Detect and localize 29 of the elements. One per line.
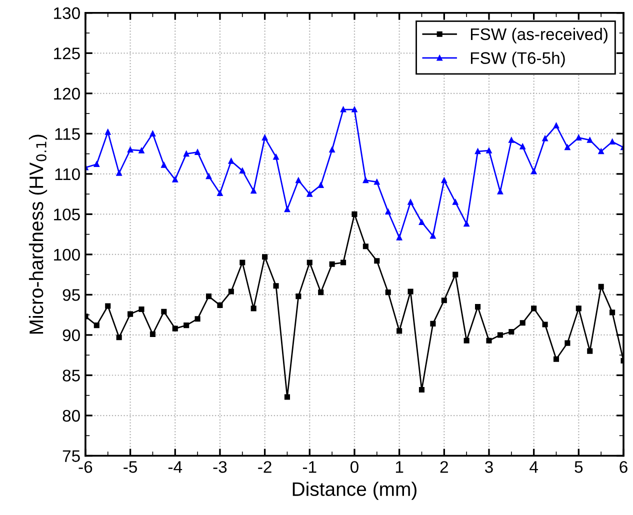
y-tick-label: 125 (54, 48, 80, 60)
x-tick-label: 6 (620, 461, 628, 473)
y-tick-label: 100 (54, 248, 80, 261)
y-tick-label: 110 (55, 168, 80, 180)
x-axis-title: Distance (mm) (292, 482, 416, 500)
y-tick-label: 115 (55, 128, 80, 140)
x-tick-label: -5 (124, 461, 138, 473)
y-tick-label: 95 (62, 289, 80, 301)
x-tick-label: -1 (302, 461, 316, 473)
y-tick-label: 75 (62, 450, 80, 462)
legend-label: FSW (T6-5h) (470, 52, 565, 68)
x-tick-label: -4 (168, 461, 182, 473)
x-tick-label: -2 (258, 461, 272, 473)
y-tick-label: 120 (54, 88, 80, 100)
x-tick-label: -3 (213, 461, 227, 473)
x-tick-label: 1 (396, 461, 404, 473)
x-tick-label: 2 (440, 461, 448, 473)
x-tick-label: 4 (530, 461, 538, 473)
x-tick-label: -6 (78, 461, 92, 473)
x-tick-label: 3 (484, 461, 493, 473)
y-tick-label: 90 (62, 329, 80, 342)
x-tick-label: 5 (574, 461, 583, 473)
y-tick-label: 130 (54, 7, 80, 20)
y-tick-label: 105 (54, 208, 80, 220)
y-axis-title: Micro-hardness (HV$_{0.1}$) (28, 134, 48, 334)
x-tick-label: 0 (350, 461, 358, 473)
y-tick-label: 85 (62, 370, 80, 382)
y-tick-label: 80 (62, 410, 80, 422)
legend-label: FSW (as-received) (470, 28, 608, 44)
